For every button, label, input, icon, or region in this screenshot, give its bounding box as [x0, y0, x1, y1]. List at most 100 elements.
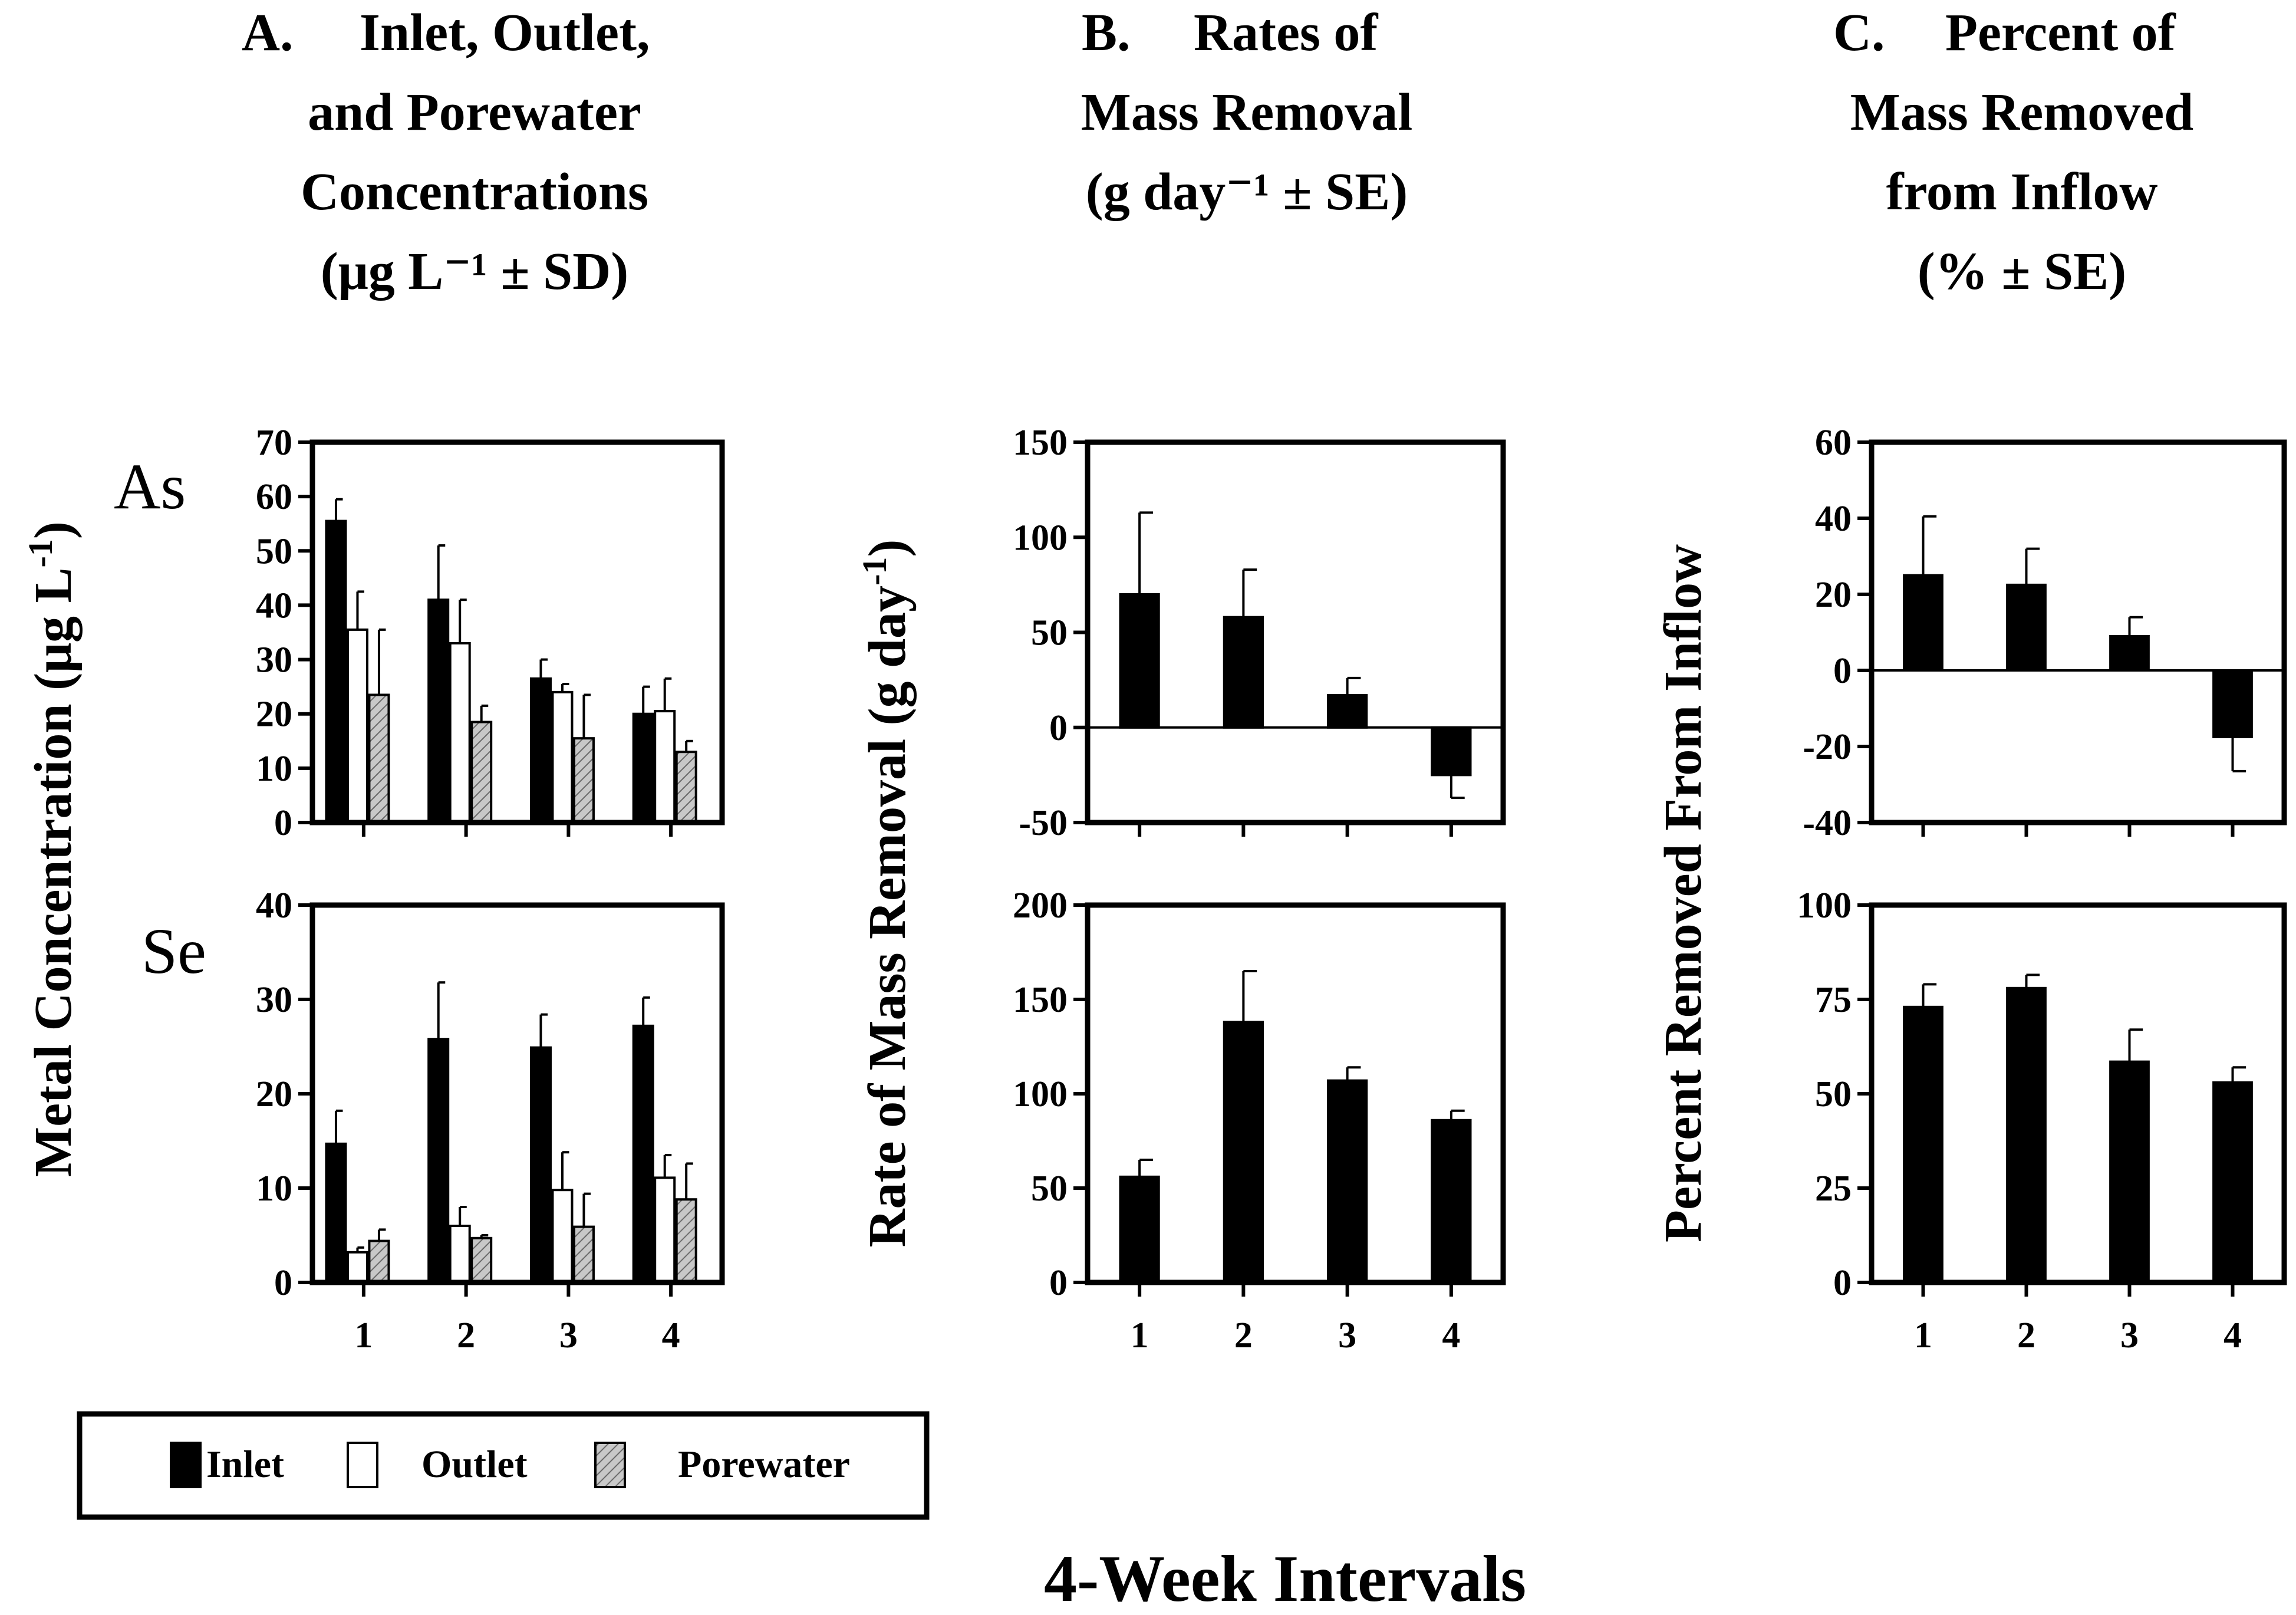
bar-a-se-inlet-3	[529, 1046, 552, 1284]
y-tick-label-a-as-10: 10	[256, 749, 292, 789]
x-axis-title: 4-Week Intervals	[1044, 1542, 1526, 1615]
bar-a-as-outlet-3	[551, 690, 574, 824]
title-c-line-3: from Inflow	[1886, 163, 2158, 221]
title-c-line-1: Percent of	[1945, 4, 2176, 62]
panel-b-selenium: 0 50 100 150 200 1 2 3 4	[1013, 886, 1506, 1356]
bar-a-as-porewater-1	[368, 693, 390, 824]
bar-a-as-outlet-4	[654, 710, 676, 824]
bar-a-se-porewater-2	[470, 1236, 493, 1284]
y-tick-label-b-se-200: 200	[1013, 886, 1068, 926]
element-label-as: As	[114, 450, 186, 522]
bar-a-se-porewater-1	[368, 1239, 390, 1284]
title-c-line-4: (% ± SE)	[1918, 242, 2126, 301]
y-tick-label-b-se-100: 100	[1013, 1074, 1068, 1114]
title-b-line-3: (g day⁻¹ ± SE)	[1086, 163, 1408, 221]
y-tick-label-a-se-30: 30	[256, 980, 292, 1020]
y-tick-label-c-as-60: 60	[1815, 423, 1852, 463]
x-tick-label-b-se-1: 1	[1131, 1315, 1149, 1356]
x-tick-label-b-se-4: 4	[1442, 1315, 1460, 1356]
y-tick-label-b-as-100: 100	[1013, 518, 1068, 558]
bar-c-se-inlet-2	[2006, 986, 2047, 1284]
y-tick-label-c-se-50: 50	[1815, 1074, 1852, 1114]
title-a-line-3: Concentrations	[301, 163, 648, 221]
bar-a-se-inlet-2	[427, 1038, 450, 1284]
bar-c-se-inlet-1	[1903, 1005, 1943, 1284]
title-b-line-2: Mass Removal	[1081, 83, 1412, 142]
y-label-b: Rate of Mass Removal (g day-1)	[855, 540, 917, 1248]
y-label-a-sup: -1	[21, 539, 60, 567]
x-tick-label-c-se-3: 3	[2120, 1315, 2139, 1356]
bar-c-as-inlet-1	[1903, 574, 1943, 672]
title-b-letter: B.	[1082, 4, 1131, 62]
x-tick-label-a-se-4: 4	[662, 1315, 680, 1356]
bar-a-as-inlet-4	[632, 712, 654, 824]
x-tick-label-b-se-2: 2	[1234, 1315, 1253, 1356]
legend-swatch-outlet	[347, 1442, 378, 1488]
y-tick-label-b-se-150: 150	[1013, 980, 1068, 1020]
bar-a-se-outlet-4	[654, 1176, 676, 1284]
bar-a-as-outlet-2	[449, 642, 471, 824]
panel-c-selenium: 0 25 50 75 100 1 2 3 4	[1797, 886, 2287, 1356]
bar-c-as-inlet-4	[2212, 669, 2253, 738]
y-tick-label-b-se-50: 50	[1031, 1169, 1068, 1209]
bar-b-se-inlet-1	[1119, 1175, 1160, 1284]
x-tick-label-c-se-2: 2	[2017, 1315, 2035, 1356]
legend-swatch-inlet	[170, 1442, 202, 1488]
bar-a-as-outlet-1	[346, 628, 368, 824]
title-c: C. Percent of Mass Removed from Inflow (…	[1833, 4, 2193, 301]
title-b: B. Rates of Mass Removal (g day⁻¹ ± SE)	[1081, 4, 1412, 221]
y-tick-label-c-se-0: 0	[1833, 1263, 1852, 1303]
y-label-a: Metal Concentration (μg L-1)	[21, 521, 83, 1177]
y-tick-label-c-as-20: 20	[1815, 575, 1852, 615]
x-tick-label-a-se-2: 2	[457, 1315, 475, 1356]
element-label-se: Se	[141, 915, 206, 987]
bar-b-se-inlet-4	[1431, 1119, 1472, 1284]
y-tick-label-b-as-150: 150	[1013, 423, 1068, 463]
bar-a-se-porewater-4	[675, 1198, 697, 1284]
y-label-b-text: Rate of Mass Removal (g day	[858, 586, 917, 1247]
title-a-line-4: (μg L⁻¹ ± SD)	[321, 242, 628, 301]
bar-a-se-outlet-2	[449, 1225, 471, 1284]
y-tick-label-a-as-70: 70	[256, 423, 292, 463]
bar-a-se-inlet-4	[632, 1024, 654, 1284]
y-label-b-sup: -1	[855, 557, 894, 586]
y-label-b-close: )	[858, 540, 917, 557]
y-tick-label-c-se-75: 75	[1815, 980, 1852, 1020]
y-tick-label-a-se-20: 20	[256, 1074, 292, 1114]
panel-c-arsenic: -40 -20 0 20 40 60	[1803, 423, 2287, 843]
bar-c-as-inlet-3	[2109, 634, 2150, 672]
bar-a-as-porewater-4	[675, 751, 697, 824]
y-tick-label-a-as-60: 60	[256, 477, 292, 517]
y-tick-label-b-as--50: -50	[1019, 803, 1068, 843]
bar-a-as-inlet-2	[427, 598, 450, 824]
legend-label-outlet: Outlet	[421, 1443, 528, 1486]
y-tick-label-b-se-0: 0	[1049, 1263, 1068, 1303]
bar-a-se-porewater-3	[572, 1225, 595, 1284]
title-a-letter: A.	[242, 4, 294, 62]
bar-c-se-inlet-3	[2109, 1060, 2150, 1284]
y-tick-label-a-se-40: 40	[256, 886, 292, 926]
legend-label-inlet: Inlet	[206, 1443, 284, 1486]
x-tick-label-c-se-1: 1	[1914, 1315, 1932, 1356]
bar-a-as-inlet-3	[529, 677, 552, 824]
y-tick-label-c-as--20: -20	[1803, 727, 1852, 767]
y-tick-label-a-se-0: 0	[274, 1263, 292, 1303]
title-b-line-1: Rates of	[1194, 4, 1378, 62]
y-tick-label-b-as-0: 0	[1049, 708, 1068, 748]
x-tick-label-a-se-1: 1	[354, 1315, 373, 1356]
title-c-line-2: Mass Removed	[1850, 83, 2193, 142]
y-tick-label-a-se-10: 10	[256, 1169, 292, 1209]
y-tick-label-a-as-50: 50	[256, 531, 292, 571]
plot-frame-c-as	[1869, 439, 2287, 825]
y-tick-label-a-as-20: 20	[256, 695, 292, 735]
y-tick-label-a-as-0: 0	[274, 803, 292, 843]
y-label-c: Percent Removed From Inflow	[1654, 544, 1712, 1242]
panel-a-selenium: 0 10 20 30 40 1 2 3 4	[256, 886, 725, 1356]
x-tick-label-a-se-3: 3	[559, 1315, 578, 1356]
title-a-line-1: Inlet, Outlet,	[360, 4, 650, 62]
bar-b-se-inlet-2	[1223, 1021, 1264, 1284]
bar-a-se-outlet-3	[551, 1189, 574, 1284]
legend-box	[77, 1411, 930, 1520]
bar-b-se-inlet-3	[1327, 1079, 1368, 1284]
